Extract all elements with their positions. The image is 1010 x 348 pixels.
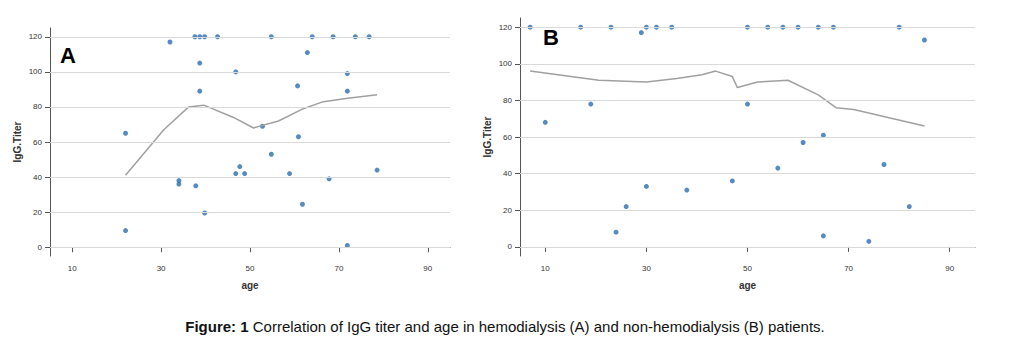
svg-text:20: 20 [503,206,512,215]
svg-text:10: 10 [541,264,550,273]
svg-text:50: 50 [246,264,255,273]
svg-text:80: 80 [503,96,512,105]
svg-text:100: 100 [29,67,43,76]
svg-text:120: 120 [499,23,513,32]
svg-text:120: 120 [29,32,43,41]
svg-text:70: 70 [844,264,853,273]
svg-text:0: 0 [508,242,513,251]
html-text:Figure: 1 Correlation of IgG t: Figure: 1 Correlation of IgG titer and a… [185,318,825,335]
svg-text:90: 90 [945,264,954,273]
svg-text:0: 0 [38,243,43,252]
svg-text:30: 30 [642,264,651,273]
svg-text:40: 40 [503,169,512,178]
svg-text:60: 60 [33,138,42,147]
svg-text:30: 30 [157,264,166,273]
svg-text:70: 70 [334,264,343,273]
svg-text:60: 60 [503,133,512,142]
svg-text:age: age [241,280,259,291]
svg-text:40: 40 [33,173,42,182]
svg-text:10: 10 [68,264,77,273]
svg-text:IgG.Titer: IgG.Titer [12,121,23,162]
svg-text:80: 80 [33,102,42,111]
svg-text:age: age [739,280,757,291]
svg-text:90: 90 [423,264,432,273]
svg-text:B: B [543,25,559,50]
svg-text:100: 100 [499,59,513,68]
svg-text:A: A [60,43,76,68]
svg-text:IgG.Titer: IgG.Titer [482,116,493,157]
svg-text:50: 50 [743,264,752,273]
svg-text:20: 20 [33,208,42,217]
